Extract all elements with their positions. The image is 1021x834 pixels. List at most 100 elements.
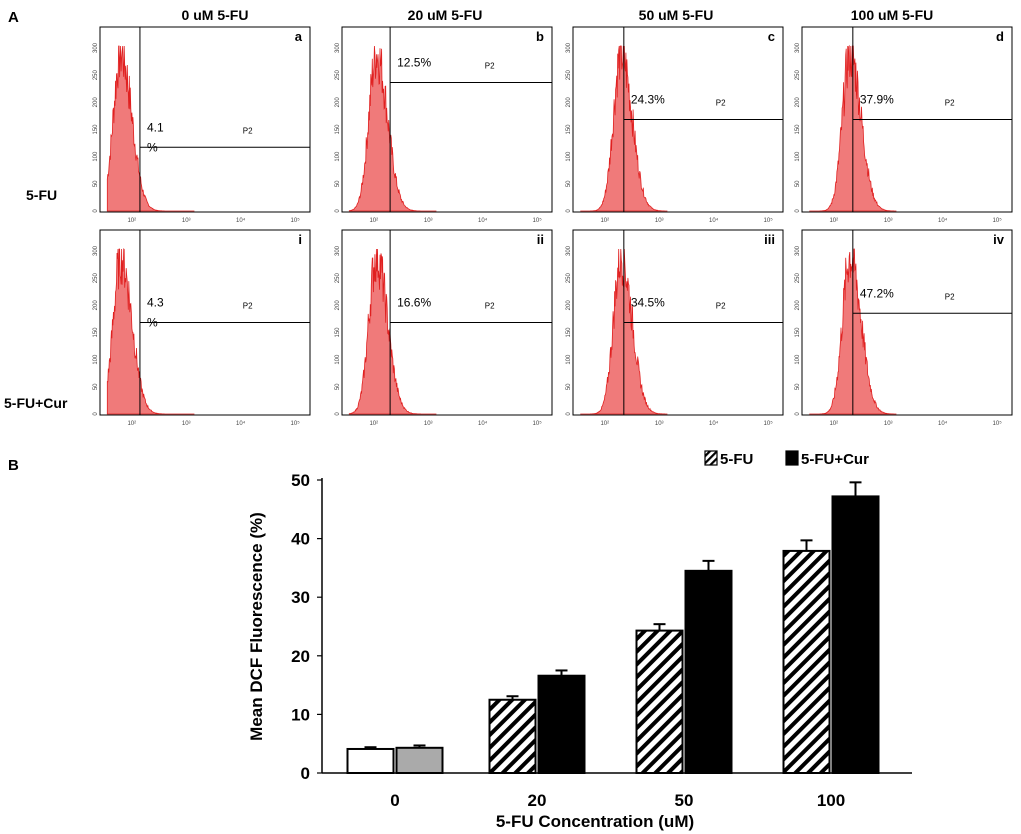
histogram-panel-c: P2 24.3% c 10² 10³ 10⁴ 10⁵ 0 50 100 150 200 250 300 bbox=[566, 26, 784, 224]
histogram-panel-i: P2 4.3% i 10² 10³ 10⁴ 10⁵ 0 50 100 150 200 250 300 bbox=[93, 229, 311, 427]
x-tick-label: 10⁴ bbox=[478, 420, 488, 427]
bar-5-fu-0 bbox=[346, 747, 395, 774]
y-tick-label: 100 bbox=[795, 151, 801, 162]
bar-5-fu-cur-100 bbox=[831, 495, 880, 774]
x-tick-label: 10⁵ bbox=[764, 217, 774, 224]
y-tick-label: 100 bbox=[335, 354, 341, 365]
y-tick-label: 250 bbox=[795, 273, 801, 284]
x-tick-label: 10² bbox=[600, 421, 609, 427]
y-tick-label: 300 bbox=[93, 42, 99, 53]
x-tick-label: 10³ bbox=[884, 218, 893, 224]
y-tick-label: 200 bbox=[335, 300, 341, 311]
y-tick-label: 300 bbox=[93, 245, 99, 256]
y-tick-label: 0 bbox=[795, 412, 801, 416]
panel-letter: a bbox=[295, 29, 303, 44]
column-title-3: 100 uM 5-FU bbox=[851, 7, 933, 23]
x-tick-label: 10³ bbox=[182, 218, 191, 224]
x-axis-label: 5-FU Concentration (uM) bbox=[496, 812, 694, 831]
y-tick-label: 50 bbox=[795, 383, 801, 390]
y-tick-label: 150 bbox=[566, 327, 572, 338]
bar-5-fu-cur-50 bbox=[684, 569, 733, 775]
y-tick-label: 50 bbox=[335, 383, 341, 390]
y-axis-label: Mean DCF Fluorescence (%) bbox=[247, 512, 266, 741]
percent-label: 16.6% bbox=[397, 296, 431, 310]
x-tick-label: 10⁴ bbox=[236, 217, 246, 224]
y-tick-label: 250 bbox=[93, 273, 99, 284]
y-tick-label: 0 bbox=[795, 209, 801, 213]
x-tick-label: 10² bbox=[127, 218, 136, 224]
legend: 5-FU 5-FU+Cur bbox=[704, 450, 869, 468]
x-tick-label: 10⁵ bbox=[764, 420, 774, 427]
y-tick-label: 150 bbox=[93, 327, 99, 338]
x-tick-label: 10⁵ bbox=[291, 420, 301, 427]
gate-label: P2 bbox=[243, 126, 253, 135]
y-tick-label: 300 bbox=[795, 245, 801, 256]
gate-label: P2 bbox=[716, 302, 726, 311]
x-tick-label: 10⁴ bbox=[478, 217, 488, 224]
histogram-panel-iv: P2 47.2% iv 10² 10³ 10⁴ 10⁵ 0 50 100 150 200 250 300 bbox=[795, 229, 1013, 427]
y-tick-label: 100 bbox=[795, 354, 801, 365]
y-tick-label: 0 bbox=[566, 209, 572, 213]
histogram-panel-d: P2 37.9% d 10² 10³ 10⁴ 10⁵ 0 50 100 150 200 250 300 bbox=[795, 26, 1013, 224]
gate-label: P2 bbox=[945, 292, 955, 301]
histogram-area bbox=[348, 45, 437, 212]
y-tick-label: 0 bbox=[335, 412, 341, 416]
histogram-area bbox=[106, 45, 195, 212]
y-tick-label: 50 bbox=[93, 180, 99, 187]
panel-letter: c bbox=[768, 29, 775, 44]
panel-letter: d bbox=[996, 29, 1004, 44]
x-tick-label: 10⁴ bbox=[938, 217, 948, 224]
y-tick-label: 20 bbox=[291, 647, 310, 666]
percent-label: 4.1 bbox=[147, 120, 164, 134]
y-tick-label: 300 bbox=[795, 42, 801, 53]
x-tick-label: 20 bbox=[528, 791, 547, 810]
column-title-0: 0 uM 5-FU bbox=[182, 7, 249, 23]
x-tick-label: 10² bbox=[600, 218, 609, 224]
y-tick-label: 300 bbox=[335, 245, 341, 256]
x-tick-label: 10⁵ bbox=[993, 217, 1003, 224]
legend-label-0: 5-FU bbox=[720, 451, 753, 468]
gate-label: P2 bbox=[945, 99, 955, 108]
x-tick-label: 10³ bbox=[182, 421, 191, 427]
percent-label: 4.3 bbox=[147, 296, 164, 310]
x-tick-label: 100 bbox=[817, 791, 845, 810]
x-tick-label: 10³ bbox=[884, 421, 893, 427]
histogram-panel-iii: P2 34.5% iii 10² 10³ 10⁴ 10⁵ 0 50 100 150 200 250 300 bbox=[566, 229, 784, 427]
x-tick-label: 10⁵ bbox=[993, 420, 1003, 427]
histogram-area bbox=[348, 248, 437, 415]
y-tick-label: 100 bbox=[93, 151, 99, 162]
x-tick-label: 10² bbox=[369, 421, 378, 427]
x-tick-label: 10⁴ bbox=[709, 420, 719, 427]
y-tick-label: 200 bbox=[93, 300, 99, 311]
y-tick-label: 100 bbox=[566, 151, 572, 162]
percent-label: % bbox=[147, 316, 158, 330]
x-tick-label: 10² bbox=[369, 218, 378, 224]
y-tick-label: 150 bbox=[795, 124, 801, 135]
x-tick-label: 10⁴ bbox=[938, 420, 948, 427]
y-tick-label: 300 bbox=[566, 42, 572, 53]
percent-label: 12.5% bbox=[397, 56, 431, 70]
legend-swatch-1 bbox=[785, 450, 799, 466]
row-label-5fu-cur: 5-FU+Cur bbox=[4, 395, 68, 411]
x-tick-label: 10⁵ bbox=[291, 217, 301, 224]
y-tick-label: 50 bbox=[566, 180, 572, 187]
y-tick-label: 0 bbox=[566, 412, 572, 416]
histogram-frame bbox=[801, 229, 1013, 416]
x-tick-label: 10³ bbox=[655, 421, 664, 427]
bar-5-fu-50 bbox=[635, 629, 684, 774]
percent-label: 34.5% bbox=[631, 296, 665, 310]
y-tick-label: 200 bbox=[335, 97, 341, 108]
y-tick-label: 250 bbox=[335, 273, 341, 284]
y-tick-label: 0 bbox=[301, 764, 310, 783]
y-tick-label: 200 bbox=[566, 300, 572, 311]
y-tick-label: 50 bbox=[566, 383, 572, 390]
x-tick-label: 10⁴ bbox=[236, 420, 246, 427]
percent-label: % bbox=[147, 140, 158, 154]
y-tick-label: 40 bbox=[291, 530, 310, 549]
y-tick-label: 100 bbox=[93, 354, 99, 365]
x-tick-label: 50 bbox=[675, 791, 694, 810]
column-title-1: 20 uM 5-FU bbox=[408, 7, 483, 23]
y-tick-label: 150 bbox=[335, 327, 341, 338]
panel-a-label: A bbox=[8, 9, 19, 26]
